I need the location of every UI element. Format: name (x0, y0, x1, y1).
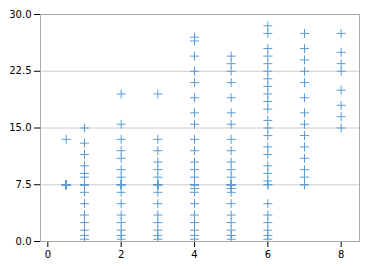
svg-text:4: 4 (191, 249, 197, 260)
svg-text:22.5: 22.5 (9, 65, 31, 76)
svg-text:0: 0 (45, 249, 51, 260)
svg-text:7.5: 7.5 (16, 179, 32, 190)
svg-text:2: 2 (118, 249, 124, 260)
svg-text:30.0: 30.0 (9, 9, 31, 20)
svg-text:15.0: 15.0 (9, 122, 31, 133)
svg-text:0.0: 0.0 (16, 236, 32, 247)
svg-text:6: 6 (265, 249, 271, 260)
svg-text:8: 8 (338, 249, 344, 260)
